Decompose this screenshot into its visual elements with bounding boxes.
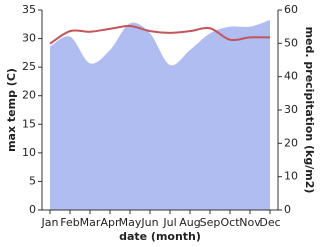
x-tick-label: Jun [140, 216, 158, 229]
x-tick-label: Nov [239, 216, 261, 229]
y-tick-label: 20 [22, 89, 36, 102]
y-tick-label: 10 [22, 146, 36, 159]
x-tick-label: Mar [80, 216, 101, 229]
x-tick-label: Apr [100, 216, 120, 229]
y-tick-label: 25 [22, 60, 36, 73]
precipitation-area [50, 20, 270, 210]
y-tick-label: 30 [22, 32, 36, 45]
y2-tick-label: 20 [284, 136, 298, 149]
x-tick-label: Jan [41, 216, 59, 229]
y-tick-label: 0 [29, 203, 36, 216]
y-tick-label: 15 [22, 117, 36, 130]
x-tick-label: Dec [259, 216, 280, 229]
temperature-line [49, 24, 271, 45]
y2-tick-label: 40 [284, 70, 298, 83]
x-tick-label: Feb [60, 216, 79, 229]
x-tick-label: Jul [162, 216, 176, 229]
y-tick-label: 35 [22, 3, 36, 16]
x-axis-label: date (month) [119, 230, 201, 243]
y2-tick-label: 30 [284, 103, 298, 116]
y-tick-label: 5 [29, 174, 36, 187]
y-axis-label: max temp (C) [5, 68, 18, 152]
y2-tick-label: 0 [284, 203, 291, 216]
y2-tick-label: 60 [284, 3, 298, 16]
y2-tick-label: 10 [284, 170, 298, 183]
y2-tick-label: 50 [284, 36, 298, 49]
x-tick-label: May [119, 216, 142, 229]
x-tick-label: Oct [220, 216, 240, 229]
y2-axis-label: med. precipitation (kg/m2) [303, 27, 316, 194]
x-tick-label: Aug [179, 216, 200, 229]
x-tick-label: Sep [200, 216, 221, 229]
